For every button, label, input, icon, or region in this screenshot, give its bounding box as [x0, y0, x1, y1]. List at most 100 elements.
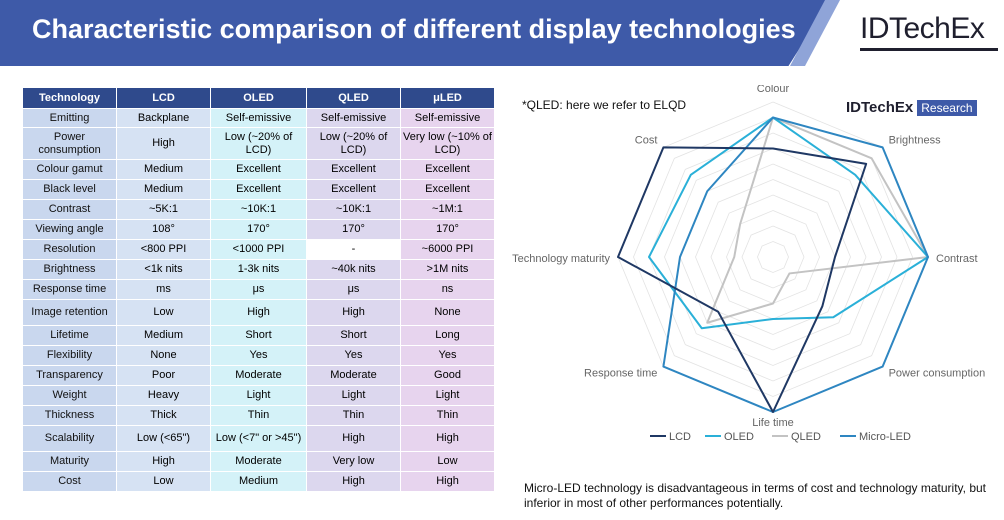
table-row: Transparency Poor Moderate Moderate Good [22, 365, 495, 386]
table-cell: High [210, 299, 307, 326]
table-cell: Medium [116, 325, 211, 346]
table-row: Maturity High Moderate Very low Low [22, 451, 495, 472]
table-cell: μs [210, 279, 307, 300]
row-label: Power consumption [22, 127, 117, 160]
table-cell: 108° [116, 219, 211, 240]
table-cell: Excellent [400, 179, 495, 200]
grid-ring [741, 225, 805, 289]
grid-ring [710, 194, 836, 320]
table-cell: Thin [210, 405, 307, 426]
axis-label: Technology maturity [512, 253, 610, 265]
table-cell: 170° [306, 219, 401, 240]
badge-tag: Research [917, 99, 977, 116]
axis-label: Power consumption [889, 368, 986, 380]
table-cell: Light [400, 385, 495, 406]
radar-chart: Colour Brightness Contrast Power consumptio… [512, 85, 986, 443]
table-cell: Yes [400, 345, 495, 366]
table-cell: Low [116, 471, 211, 492]
table-cell: Thick [116, 405, 211, 426]
table-cell: High [116, 127, 211, 160]
legend-label: OLED [724, 431, 754, 443]
axis-label: Response time [584, 368, 657, 380]
table-cell: Low [400, 451, 495, 472]
axis-label: Colour [757, 85, 790, 95]
row-label: Thickness [22, 405, 117, 426]
header-cell: μLED [400, 87, 495, 109]
table-cell: High [116, 451, 211, 472]
axis-label: Contrast [936, 253, 978, 265]
table-cell: ~5K:1 [116, 199, 211, 220]
table-cell: None [116, 345, 211, 366]
table-cell: Short [210, 325, 307, 346]
table-cell: Backplane [116, 108, 211, 128]
table-row: Contrast ~5K:1 ~10K:1 ~10K:1 ~1M:1 [22, 199, 495, 220]
table-cell: ~10K:1 [306, 199, 401, 220]
table-cell: Self-emissive [306, 108, 401, 128]
row-label: Emitting [22, 108, 117, 128]
table-cell: Excellent [306, 159, 401, 180]
row-label: Scalability [22, 425, 117, 452]
comparison-table: Technology LCD OLED QLED μLED Emitting Ba… [22, 87, 495, 492]
table-row: Colour gamut Medium Excellent Excellent Exce… [22, 159, 495, 180]
table-cell: Low [116, 299, 211, 326]
row-label: Contrast [22, 199, 117, 220]
series-line-qled [706, 116, 929, 324]
table-row: Emitting Backplane Self-emissive Self-emiss… [22, 108, 495, 128]
chart-caption: Micro-LED technology is disadvantageous … [524, 481, 987, 510]
table-cell: ~40k nits [306, 259, 401, 280]
table-cell: High [400, 471, 495, 492]
row-label: Transparency [22, 365, 117, 386]
row-label: Maturity [22, 451, 117, 472]
axis-label: Cost [635, 134, 658, 146]
table-cell: Heavy [116, 385, 211, 406]
table-row: Scalability Low (<65") Low (<7" or >45") Hi… [22, 425, 495, 452]
table-cell: Moderate [306, 365, 401, 386]
table-cell: 170° [400, 219, 495, 240]
brand-logo: IDTechEx [860, 12, 985, 45]
table-cell: ns [400, 279, 495, 300]
header-cell: LCD [116, 87, 211, 109]
grid-ring [757, 241, 789, 273]
legend-label: QLED [791, 431, 821, 443]
table-cell: Long [400, 325, 495, 346]
legend-label: LCD [669, 431, 691, 443]
table-cell: Low (<65") [116, 425, 211, 452]
table-cell: Very low (~10% of LCD) [400, 127, 495, 160]
table-cell: Low (~20% of LCD) [306, 127, 401, 160]
table-cell: 1-3k nits [210, 259, 307, 280]
table-cell: Excellent [400, 159, 495, 180]
table-cell: Low (<7" or >45") [210, 425, 307, 452]
table-cell: Medium [116, 159, 211, 180]
table-cell: Poor [116, 365, 211, 386]
table-cell: Good [400, 365, 495, 386]
axis-label: Brightness [889, 134, 941, 146]
table-row: Image retention Low High High None [22, 299, 495, 326]
table-cell: High [306, 425, 401, 452]
table-cell: Medium [116, 179, 211, 200]
table-cell: Excellent [210, 159, 307, 180]
table-cell: Moderate [210, 365, 307, 386]
row-label: Flexibility [22, 345, 117, 366]
table-cell: High [306, 471, 401, 492]
table-cell: ~6000 PPI [400, 239, 495, 260]
row-label: Black level [22, 179, 117, 200]
table-row: Brightness <1k nits 1-3k nits ~40k nits >1M … [22, 259, 495, 280]
qled-note: *QLED: here we refer to ELQD [522, 98, 687, 112]
row-label: Resolution [22, 239, 117, 260]
row-label: Weight [22, 385, 117, 406]
table-cell: Light [306, 385, 401, 406]
table-cell: <800 PPI [116, 239, 211, 260]
table-header-row: Technology LCD OLED QLED μLED [22, 87, 495, 109]
table-cell: Medium [210, 471, 307, 492]
table-row: Lifetime Medium Short Short Long [22, 325, 495, 346]
legend-label: Micro-LED [859, 431, 911, 443]
header-cell: QLED [306, 87, 401, 109]
table-cell: - [306, 239, 401, 260]
row-label: Response time [22, 279, 117, 300]
grid-ring [664, 148, 882, 366]
table-cell: μs [306, 279, 401, 300]
table-cell: Yes [210, 345, 307, 366]
grid-ring [695, 179, 851, 335]
table-cell: Thin [400, 405, 495, 426]
axis-label: Life time [752, 417, 794, 429]
